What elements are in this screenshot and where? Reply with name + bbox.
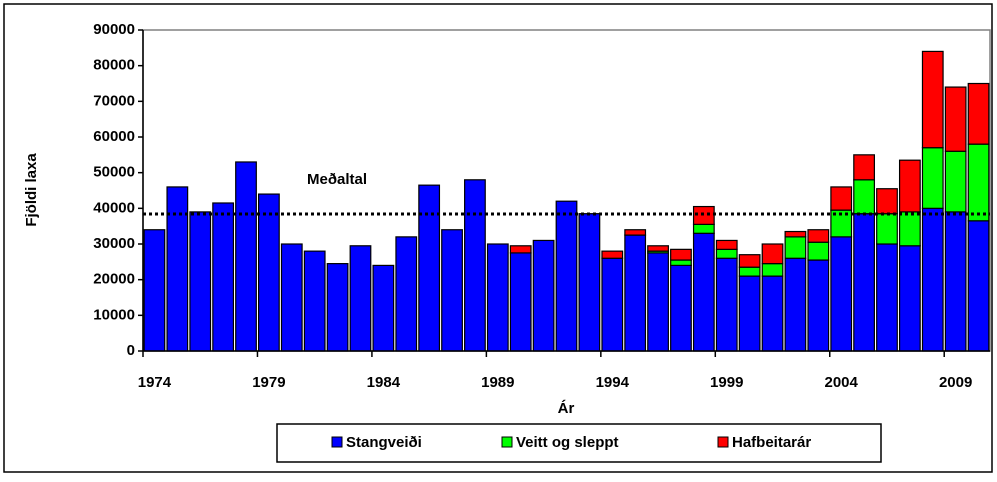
bar-segment	[692, 232, 715, 352]
bar-segment	[647, 245, 669, 252]
bar-segment	[853, 154, 875, 181]
legend-swatch	[501, 436, 513, 448]
bar-segment	[670, 259, 692, 266]
legend-swatch	[717, 436, 729, 448]
bar-segment	[624, 229, 647, 236]
y-tick-label: 60000	[93, 128, 135, 145]
bar-segment	[601, 250, 624, 259]
bar-segment	[715, 248, 738, 259]
y-tick-label: 90000	[93, 21, 135, 38]
bar-segment	[578, 213, 601, 352]
x-tick-label: 1979	[252, 374, 285, 391]
x-tick-label: 1984	[367, 374, 401, 391]
bar-segment	[807, 259, 830, 352]
bar-segment	[967, 143, 990, 222]
bar-segment	[303, 250, 326, 352]
bar-segment	[898, 245, 921, 352]
y-tick-label: 70000	[93, 92, 135, 109]
bar-segment	[715, 239, 738, 250]
bar-segment	[212, 202, 235, 352]
bar-segment	[921, 50, 944, 149]
y-tick-label: 0	[127, 342, 135, 359]
bar-segment	[143, 229, 166, 352]
bar-segment	[761, 263, 784, 277]
legend-label: Stangveiði	[346, 434, 422, 451]
y-tick-label: 40000	[93, 199, 135, 216]
bar-segment	[670, 264, 692, 352]
bar-segment	[464, 179, 486, 352]
y-tick-label: 80000	[93, 57, 135, 74]
bar-segment	[944, 211, 967, 352]
legend-swatch	[331, 436, 343, 448]
bar-segment	[670, 248, 692, 261]
bar-segment	[486, 243, 509, 352]
bar-segment	[509, 252, 532, 352]
bar-segment	[372, 264, 395, 352]
bar-segment	[624, 234, 647, 352]
bar-segment	[326, 263, 349, 352]
bar-segment	[807, 241, 830, 261]
bar-segment	[784, 230, 807, 238]
y-tick-label: 20000	[93, 271, 135, 288]
y-tick-label: 10000	[93, 306, 135, 323]
bar-segment	[738, 275, 761, 352]
bar-segment	[898, 159, 921, 213]
y-tick-label: 50000	[93, 164, 135, 181]
bar-segment	[349, 245, 372, 352]
bar-segment	[280, 243, 303, 352]
bar-segment	[853, 179, 875, 215]
bar-segment	[715, 257, 738, 352]
legend-label: Veitt og sleppt	[516, 434, 619, 451]
bar-segment	[441, 229, 463, 352]
bar-segment	[784, 236, 807, 259]
bar-segment	[944, 86, 967, 152]
x-tick-label: 1999	[710, 374, 743, 391]
bar-segment	[876, 188, 898, 215]
bar-segment	[944, 150, 967, 213]
bar-segment	[898, 211, 921, 247]
bar-segment	[853, 213, 875, 352]
bar-segment	[601, 257, 624, 352]
bar-segment	[876, 213, 898, 245]
bar-segment	[647, 252, 669, 352]
bar-segment	[921, 207, 944, 352]
bar-segment	[830, 186, 853, 211]
bar-segment	[395, 236, 418, 352]
bar-segment	[235, 161, 257, 352]
bar-segment	[921, 147, 944, 209]
bar-segment	[761, 275, 784, 352]
legend-label: Hafbeitarár	[732, 434, 811, 451]
legend	[276, 423, 882, 463]
bar-segment	[967, 220, 990, 352]
x-tick-label: 2009	[939, 374, 972, 391]
bar-segment	[876, 243, 898, 352]
bar-segment	[189, 211, 212, 352]
x-tick-label: 1989	[481, 374, 514, 391]
bar-segment	[555, 200, 578, 352]
bar-segment	[738, 266, 761, 277]
average-label: Meðaltal	[307, 171, 367, 188]
y-tick-label: 30000	[93, 235, 135, 252]
bar-segment	[784, 257, 807, 352]
bar-segment	[830, 236, 853, 352]
bar-segment	[967, 82, 990, 145]
bar-segment	[418, 184, 441, 352]
x-tick-label: 1994	[596, 374, 630, 391]
x-axis-label: Ár	[558, 400, 575, 417]
bar-segment	[509, 245, 532, 254]
bar-segment	[738, 254, 761, 268]
bar-segment	[532, 239, 555, 352]
x-tick-label: 2004	[825, 374, 859, 391]
bar-segment	[258, 193, 280, 352]
x-tick-label: 1974	[138, 374, 172, 391]
bar-segment	[166, 186, 189, 352]
y-axis-label: Fjöldi laxa	[23, 153, 40, 227]
bar-segment	[692, 223, 715, 234]
bar-segment	[807, 229, 830, 243]
bar-segment	[761, 243, 784, 265]
